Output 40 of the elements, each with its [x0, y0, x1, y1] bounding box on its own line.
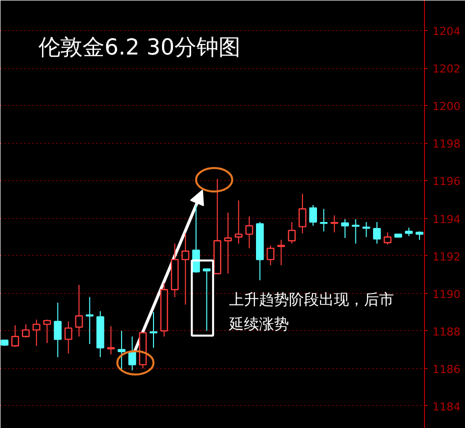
- candlestick: [373, 222, 381, 244]
- y-tick-label: 1192: [432, 250, 460, 264]
- candlestick: [266, 244, 274, 266]
- candlestick: [107, 326, 115, 355]
- candlestick: [22, 324, 30, 338]
- annotation: 上升趋势阶段出现，后市延续涨势: [228, 290, 394, 333]
- y-tick-label: 1188: [432, 325, 460, 338]
- candlestick: [64, 321, 72, 354]
- candlestick: [384, 232, 392, 246]
- y-tick-label: 1202: [432, 62, 460, 76]
- y-tick-label: 1184: [432, 400, 460, 414]
- candlestick: [277, 239, 286, 266]
- candlestick: [245, 216, 254, 249]
- candlestick: [54, 302, 62, 358]
- candlestick: [309, 204, 317, 226]
- candlestick: [224, 212, 232, 274]
- candlestick: [362, 222, 370, 238]
- candlestick: [32, 319, 40, 346]
- candlestick: [288, 222, 296, 244]
- y-tick-label: 1186: [432, 362, 460, 376]
- y-tick-label: 1204: [432, 25, 460, 38]
- y-tick-label: 1194: [432, 212, 460, 226]
- candlestick: [320, 208, 328, 232]
- candlestick: [75, 284, 83, 338]
- candlestick: [86, 296, 94, 345]
- candlestick: [182, 232, 190, 306]
- y-tick-label: 1190: [432, 288, 460, 301]
- candlestick: [298, 193, 306, 234]
- y-tick-label: 1200: [432, 100, 460, 114]
- candlestick: [202, 268, 211, 332]
- candlestick: [234, 200, 243, 244]
- candlestick: [43, 319, 51, 344]
- candlestick: [118, 330, 126, 371]
- candlestick: [150, 312, 158, 348]
- y-tick-label: 1198: [432, 138, 460, 151]
- text: 伦敦金6.2 30分钟图: [38, 36, 240, 60]
- y-tick-label: 1196: [432, 175, 460, 188]
- candlestick: [11, 324, 20, 348]
- candlestick: [341, 218, 349, 238]
- candlestick: [330, 214, 338, 233]
